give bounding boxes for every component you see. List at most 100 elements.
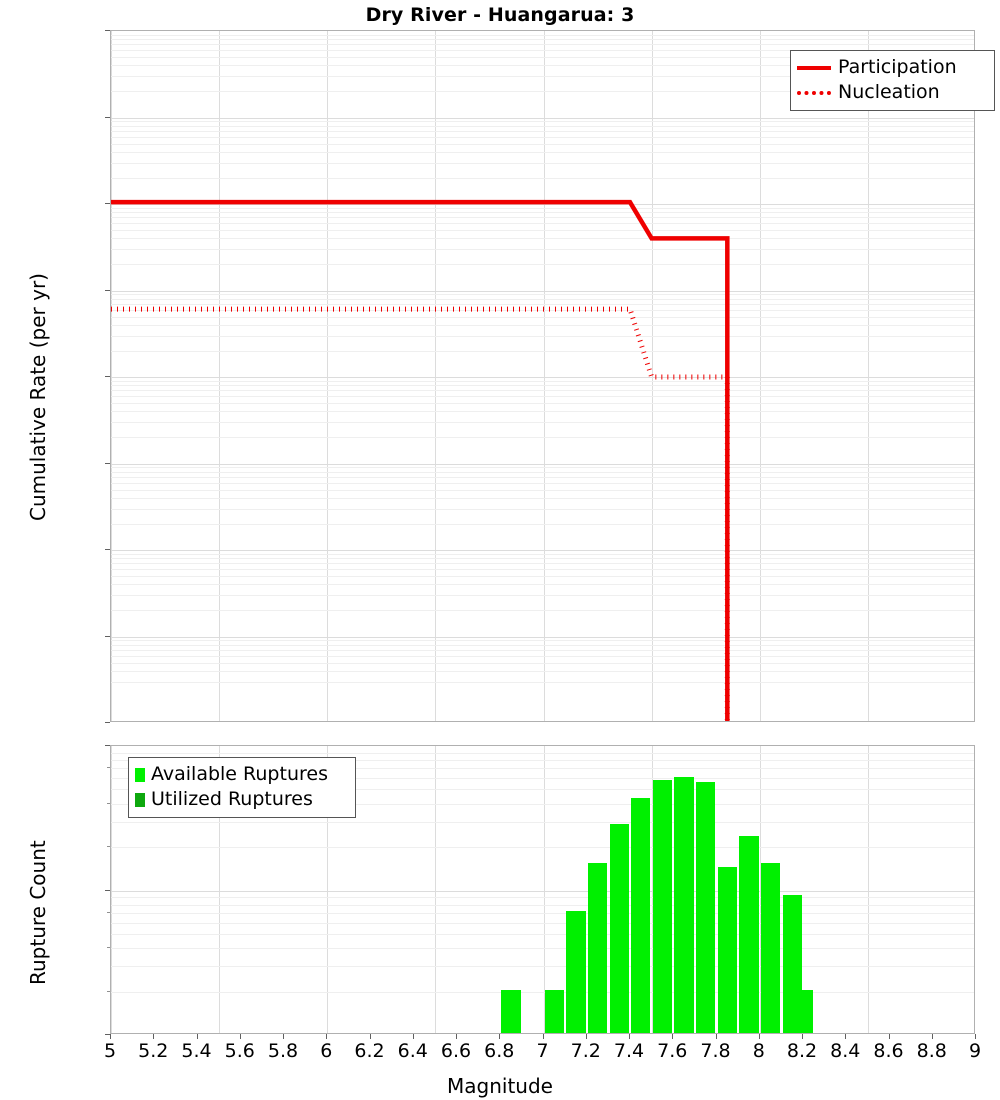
gridline-horizontal: [111, 422, 974, 424]
gridline-horizontal: [111, 223, 974, 225]
x-tick-mark: [758, 1034, 760, 1039]
available-ruptures-swatch: [135, 767, 145, 782]
gridline-vertical: [111, 31, 112, 721]
rupture-bar: [566, 910, 586, 1033]
gridline-horizontal: [111, 162, 974, 164]
gridline-horizontal: [111, 121, 974, 123]
gridline-horizontal: [111, 204, 974, 205]
rate-curves: [111, 199, 730, 721]
gridline-vertical: [759, 31, 761, 721]
x-tick-mark: [326, 1034, 328, 1039]
x-tick-mark: [585, 1034, 587, 1039]
gridline-horizontal: [111, 563, 974, 565]
gridline-horizontal: [111, 576, 974, 578]
top-y-tick-mark: [105, 30, 110, 31]
gridline-horizontal: [111, 125, 974, 127]
gridline-horizontal: [111, 482, 974, 484]
rupture-bar: [652, 780, 673, 1033]
gridline-vertical: [867, 746, 869, 1033]
gridline-horizontal: [111, 377, 974, 378]
x-tick-label: 5.4: [181, 1040, 212, 1062]
gridline-vertical: [219, 31, 221, 721]
gridline-vertical: [327, 31, 329, 721]
legend-label-nucleation: Nucleation: [838, 81, 940, 103]
rupture-bar: [739, 836, 759, 1033]
gridline-horizontal: [111, 991, 974, 993]
gridline-horizontal: [111, 489, 974, 491]
x-tick-label: 6.4: [397, 1040, 428, 1062]
gridline-horizontal: [111, 303, 974, 305]
gridline-horizontal: [111, 569, 974, 571]
rupture-bar: [501, 989, 521, 1033]
x-tick-mark: [456, 1034, 457, 1039]
gridline-horizontal: [111, 670, 974, 672]
gridline-horizontal: [111, 662, 974, 664]
top-y-tick-mark: [105, 116, 110, 118]
bottom-y-minor-tick-mark: [107, 767, 110, 769]
gridline-horizontal: [111, 411, 974, 413]
gridline-horizontal: [111, 922, 974, 924]
gridline-horizontal: [111, 207, 974, 209]
gridline-vertical: [651, 746, 653, 1033]
rupture-bar: [609, 823, 629, 1033]
bottom-y-minor-tick-mark: [107, 911, 110, 913]
gridline-horizontal: [111, 497, 974, 499]
gridline-horizontal: [111, 471, 974, 473]
rupture-bar: [696, 781, 716, 1033]
gridline-horizontal: [111, 644, 974, 646]
rupture-bar: [544, 989, 564, 1033]
gridline-horizontal: [111, 324, 974, 326]
gridline-horizontal: [111, 948, 974, 949]
x-tick-label: 5.8: [267, 1040, 299, 1062]
x-tick-label: 6.6: [440, 1040, 472, 1062]
gridline-vertical: [219, 746, 221, 1033]
gridline-horizontal: [111, 912, 974, 914]
bottom-y-minor-tick-mark: [107, 846, 110, 847]
legend-item-nucleation: Nucleation: [797, 80, 986, 105]
x-tick-mark: [672, 1034, 674, 1039]
gridline-horizontal: [111, 897, 974, 899]
x-tick-label: 8.6: [873, 1040, 904, 1062]
gridline-horizontal: [111, 385, 974, 387]
gridline-horizontal: [111, 523, 974, 525]
x-tick-mark: [845, 1034, 847, 1039]
x-tick-mark: [369, 1034, 371, 1039]
gridline-horizontal: [111, 44, 974, 46]
gridline-horizontal: [111, 380, 974, 382]
top-y-tick-mark: [105, 462, 110, 464]
x-tick-mark: [975, 1034, 976, 1039]
x-tick-label: 5.6: [224, 1040, 255, 1062]
utilized-ruptures-swatch: [135, 792, 145, 807]
gridline-horizontal: [111, 230, 974, 232]
gridline-horizontal: [111, 390, 974, 392]
gridline-horizontal: [111, 34, 974, 36]
x-tick-mark: [412, 1034, 414, 1039]
gridline-horizontal: [111, 655, 974, 657]
gridline-horizontal: [111, 847, 974, 848]
gridline-horizontal: [111, 177, 974, 179]
gridline-horizontal: [111, 130, 974, 132]
bottom-legend: Available Ruptures Utilized Ruptures: [128, 757, 356, 818]
x-tick-label: 6.2: [354, 1040, 385, 1062]
gridline-horizontal: [111, 217, 974, 219]
x-tick-label: 6.8: [484, 1040, 515, 1062]
rupture-bar: [760, 863, 781, 1033]
gridline-vertical: [327, 746, 329, 1033]
x-tick-label: 9: [968, 1040, 982, 1062]
gridline-vertical: [543, 31, 545, 721]
gridline-horizontal: [111, 584, 974, 586]
rupture-bar: [674, 777, 694, 1033]
gridline-vertical: [651, 31, 653, 721]
gridline-horizontal: [111, 508, 974, 510]
gridline-vertical: [759, 746, 761, 1033]
x-tick-label: 8.8: [916, 1040, 947, 1062]
gridline-horizontal: [111, 803, 974, 805]
gridline-horizontal: [111, 636, 974, 638]
x-tick-label: 5.2: [138, 1040, 169, 1062]
x-tick-mark: [110, 1034, 111, 1039]
legend-label-participation: Participation: [838, 56, 957, 78]
top-y-tick-mark: [105, 203, 110, 204]
gridline-horizontal: [111, 553, 974, 555]
rupture-bar: [793, 989, 813, 1033]
